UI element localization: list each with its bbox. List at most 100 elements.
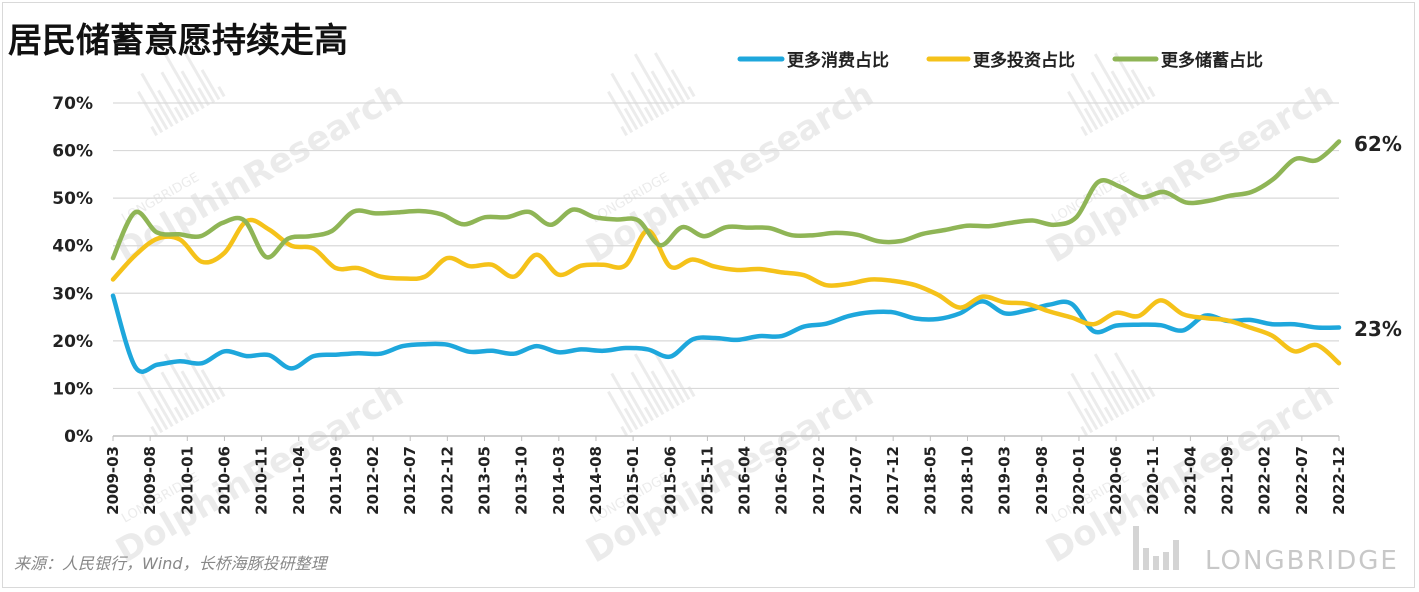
- watermark-bar: [627, 89, 649, 125]
- x-tick-label: 2017-02: [810, 446, 828, 515]
- watermark-bar: [1103, 406, 1114, 422]
- x-tick-label: 2021-04: [1181, 446, 1199, 515]
- watermark-bar: [217, 386, 226, 398]
- watermark-bar: [630, 371, 660, 419]
- watermark-bar: [610, 72, 644, 128]
- watermark-bar: [620, 125, 628, 137]
- watermark-bar: [623, 407, 639, 431]
- watermark-bar: [157, 89, 179, 125]
- watermark-bar: [184, 52, 216, 104]
- x-tick-label: 2012-12: [438, 446, 456, 515]
- watermark-bar: [180, 370, 205, 410]
- watermark-bar: [650, 70, 675, 110]
- watermark-bar: [1114, 52, 1146, 104]
- legend-label-savings: 更多储蓄占比: [1161, 50, 1263, 71]
- x-tick-label: 2013-05: [476, 446, 494, 515]
- x-tick-label: 2009-03: [104, 446, 122, 515]
- watermark-bar: [163, 353, 200, 413]
- x-tick-label: 2020-06: [1107, 446, 1125, 515]
- watermark-bar: [177, 88, 195, 116]
- watermark-bar: [687, 86, 696, 98]
- x-tick-label: 2022-02: [1256, 446, 1274, 515]
- x-tick-label: 2015-11: [698, 446, 716, 515]
- x-tick-label: 2020-01: [1070, 446, 1088, 515]
- watermark-bar: [667, 87, 680, 107]
- watermark-bar: [137, 90, 164, 134]
- x-tick-label: 2020-11: [1144, 446, 1162, 515]
- x-tick-label: 2014-08: [587, 446, 605, 515]
- watermark-bar: [160, 371, 190, 419]
- watermark-bar: [630, 71, 660, 119]
- x-tick-label: 2010-11: [253, 446, 271, 515]
- watermark-bar: [687, 386, 696, 398]
- watermark-bar: [153, 407, 169, 431]
- x-tick-label: 2011-04: [290, 446, 308, 515]
- watermark-bar: [1114, 352, 1146, 404]
- series-line-consumption: [110, 293, 1342, 374]
- end-label-savings: 62%: [1354, 132, 1402, 156]
- x-tick-label: 2012-02: [364, 446, 382, 515]
- watermark-bar: [180, 70, 205, 110]
- watermark-bar: [1093, 353, 1130, 413]
- x-tick-label: 2019-03: [996, 446, 1014, 515]
- x-tick-label: 2017-12: [884, 446, 902, 515]
- watermark-bar: [670, 69, 691, 101]
- watermark-bar: [150, 125, 158, 137]
- watermark-bar: [1110, 70, 1135, 110]
- watermark-bar: [140, 372, 174, 428]
- x-tick-label: 2021-09: [1219, 446, 1237, 515]
- watermark-bar: [1080, 125, 1088, 137]
- watermark-bar: [1067, 390, 1094, 434]
- watermark-bar: [623, 107, 639, 131]
- watermark-bar: [1130, 369, 1151, 401]
- watermark-bar: [643, 106, 654, 122]
- y-axis-ticks: 0% 10% 20% 30% 40% 50% 60% 70%: [52, 94, 93, 447]
- watermark-bar: [1130, 69, 1151, 101]
- x-tick-label: 2019-08: [1033, 446, 1051, 515]
- x-tick-label: 2015-06: [661, 446, 679, 515]
- watermark-bar: [650, 370, 675, 410]
- watermark-bar: [1107, 388, 1125, 416]
- x-tick-label: 2015-01: [624, 446, 642, 515]
- x-tick-label: 2013-10: [513, 446, 531, 515]
- series-lines: [110, 139, 1342, 374]
- watermark-bar: [1070, 72, 1104, 128]
- watermark-bar: [163, 53, 200, 113]
- x-tick-label: 2017-07: [847, 446, 865, 515]
- watermark-bar: [217, 86, 226, 98]
- y-tick-label: 10%: [52, 379, 93, 399]
- y-tick-label: 70%: [52, 94, 93, 114]
- watermark-bar: [150, 425, 158, 437]
- legend: 更多消费占比 更多投资占比 更多储蓄占比: [737, 50, 1263, 71]
- source-note: 来源：人民银行，Wind，长桥海豚投研整理: [14, 554, 329, 573]
- brand-name: LONGBRIDGE: [1205, 546, 1399, 576]
- watermark-bar: [627, 389, 649, 425]
- watermark-research: DolphinResearch: [579, 74, 880, 271]
- x-tick-label: 2018-05: [921, 446, 939, 515]
- series-line-investment: [110, 217, 1342, 366]
- watermark-bar: [607, 390, 634, 434]
- watermark-bar: [654, 352, 686, 404]
- legend-label-investment: 更多投资占比: [973, 50, 1075, 71]
- watermark-bar: [1090, 71, 1120, 119]
- watermark-bar: [197, 87, 210, 107]
- watermark-bar: [1080, 425, 1088, 437]
- x-tick-label: 2010-01: [178, 446, 196, 515]
- watermark-bar: [654, 52, 686, 104]
- watermark-bar: [153, 107, 169, 131]
- watermark-bar: [160, 71, 190, 119]
- watermark-bar: [1107, 88, 1125, 116]
- y-tick-label: 40%: [52, 237, 93, 257]
- x-tick-label: 2014-03: [550, 446, 568, 515]
- watermark-bar: [200, 69, 221, 101]
- y-tick-label: 0%: [64, 427, 93, 447]
- x-tick-label: 2011-09: [327, 446, 345, 515]
- watermark-bar: [1127, 87, 1140, 107]
- watermark-bar: [647, 388, 665, 416]
- watermark-bar: [1070, 372, 1104, 428]
- y-tick-label: 50%: [52, 189, 93, 209]
